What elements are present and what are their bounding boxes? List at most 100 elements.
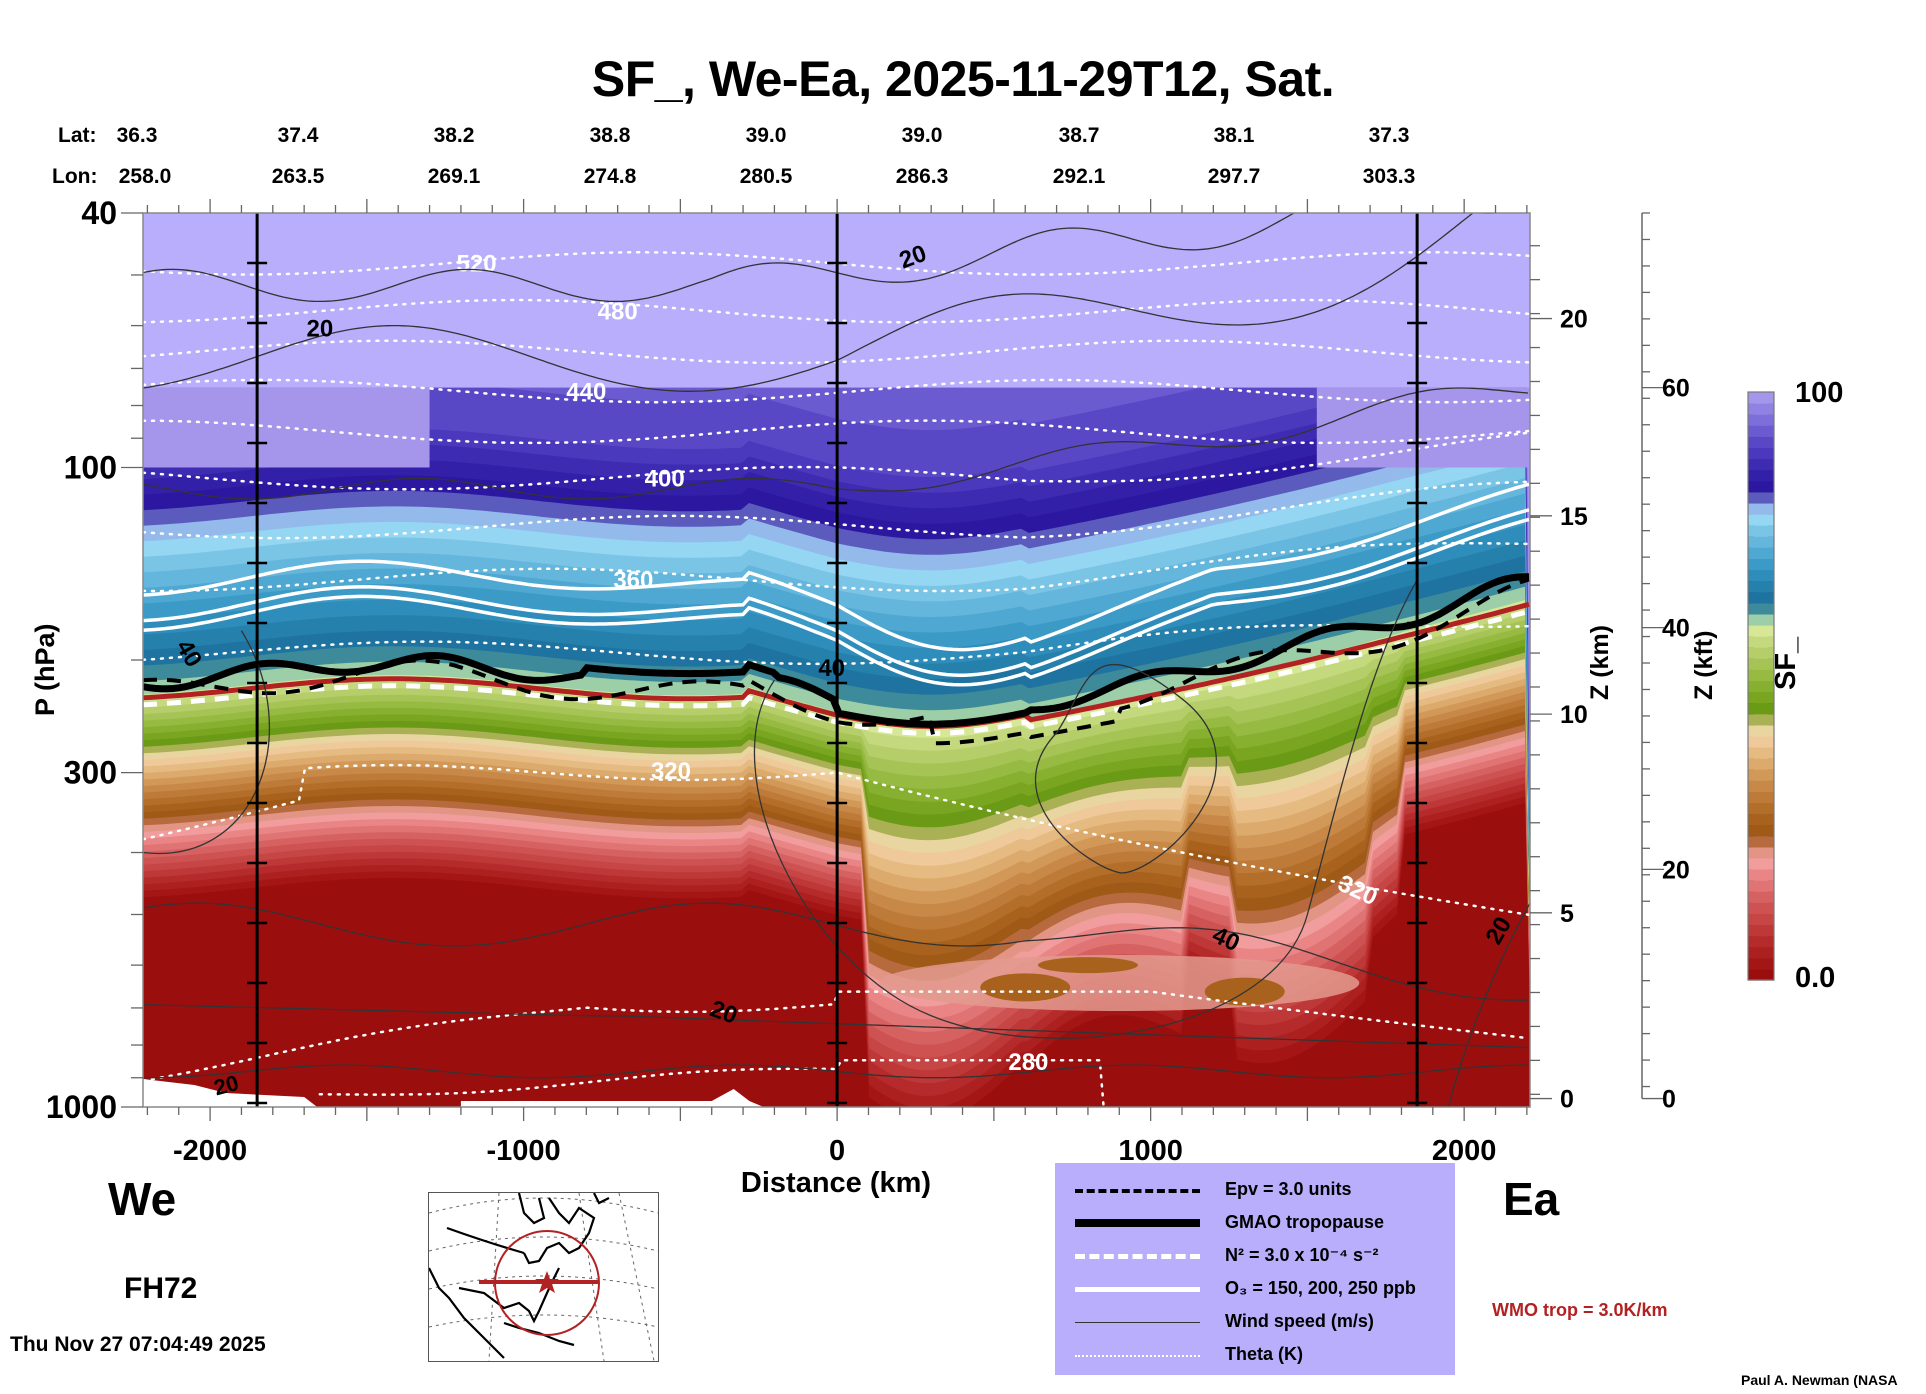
x-tick-label: -2000 bbox=[173, 1135, 247, 1167]
colorbar-swatch bbox=[1748, 902, 1774, 915]
theta-label: 520 bbox=[457, 251, 497, 278]
credit-label: Paul A. Newman (NASA bbox=[1741, 1372, 1898, 1388]
colorbar-swatch bbox=[1748, 924, 1774, 937]
lon-value: 292.1 bbox=[1052, 165, 1106, 188]
north-america-map-icon bbox=[429, 1193, 658, 1361]
colorbar-swatch bbox=[1748, 392, 1774, 404]
legend-label: GMAO tropopause bbox=[1225, 1212, 1385, 1232]
wind-speed-contour bbox=[143, 213, 1474, 392]
colorbar-swatch bbox=[1748, 846, 1774, 859]
colorbar-swatch bbox=[1748, 835, 1774, 848]
colorbar-swatch bbox=[1748, 602, 1774, 615]
theta-label: 400 bbox=[645, 465, 685, 492]
colorbar-swatch bbox=[1748, 946, 1774, 959]
ground-mask bbox=[460, 1089, 764, 1107]
x-tick-label: 2000 bbox=[1432, 1135, 1497, 1167]
x-axis-label: Distance (km) bbox=[740, 1167, 932, 1199]
colorbar-max-label: 100 bbox=[1795, 377, 1844, 409]
legend-item: GMAO tropopause bbox=[1055, 1208, 1455, 1238]
colorbar-swatch bbox=[1748, 502, 1774, 515]
wind-speed-contour bbox=[143, 902, 1529, 1001]
colorbar-swatch bbox=[1748, 747, 1774, 759]
ground-mask bbox=[143, 1079, 318, 1107]
colorbar-swatch bbox=[1748, 691, 1774, 704]
wind-speed-contour bbox=[143, 1003, 1529, 1049]
colorbar-swatch bbox=[1748, 536, 1774, 548]
z-kft-tick-label: 0 bbox=[1662, 1086, 1676, 1114]
legend-item: Theta (K) bbox=[1055, 1340, 1455, 1370]
legend-label: Epv = 3.0 units bbox=[1225, 1179, 1352, 1199]
wind-speed-contour bbox=[1034, 664, 1217, 874]
colorbar-swatch bbox=[1748, 891, 1774, 903]
colorbar-swatch bbox=[1748, 935, 1774, 948]
lat-value: 37.4 bbox=[277, 124, 319, 147]
legend-swatch bbox=[1075, 1189, 1200, 1193]
z-kft-tick-label: 60 bbox=[1662, 375, 1690, 403]
colorbar-swatch bbox=[1748, 458, 1774, 471]
colorbar-min-label: 0.0 bbox=[1795, 962, 1836, 994]
colorbar-swatch bbox=[1748, 469, 1774, 482]
lon-value: 280.5 bbox=[739, 165, 793, 188]
theta-label: 320 bbox=[651, 758, 691, 785]
legend-swatch bbox=[1075, 1254, 1200, 1259]
colorbar-swatch bbox=[1748, 647, 1774, 659]
wind-speed-label: 20 bbox=[306, 315, 333, 342]
z-km-tick-label: 15 bbox=[1560, 503, 1588, 531]
legend-item: Epv = 3.0 units bbox=[1055, 1175, 1455, 1205]
colorbar-swatch bbox=[1748, 758, 1774, 770]
legend-swatch bbox=[1075, 1322, 1200, 1323]
lat-value: 38.8 bbox=[589, 124, 631, 147]
colorbar-swatch bbox=[1748, 791, 1774, 804]
lat-value: 39.0 bbox=[901, 124, 943, 147]
east-direction-label: Ea bbox=[1503, 1173, 1560, 1225]
sf-band-upper bbox=[1316, 387, 1530, 468]
colorbar-swatch bbox=[1748, 580, 1774, 593]
colorbar-swatch bbox=[1748, 591, 1774, 604]
colorbar-swatch bbox=[1748, 525, 1774, 537]
colorbar-swatch bbox=[1748, 669, 1774, 682]
z-km-tick-label: 20 bbox=[1560, 306, 1588, 334]
colorbar-swatch bbox=[1748, 425, 1774, 437]
chart-title: SF_, We-Ea, 2025-11-29T12, Sat. bbox=[591, 51, 1335, 107]
lon-value: 274.8 bbox=[583, 165, 637, 188]
legend-label: O₃ = 150, 200, 250 ppb bbox=[1225, 1278, 1416, 1298]
lat-value: 38.1 bbox=[1213, 124, 1255, 147]
z-kft-axis-label: Z (kft) bbox=[1690, 630, 1718, 700]
colorbar-swatch bbox=[1748, 403, 1774, 415]
lon-value: 297.7 bbox=[1207, 165, 1261, 188]
z-km-tick-label: 5 bbox=[1560, 900, 1574, 928]
legend-label: N² = 3.0 x 10⁻⁴ s⁻² bbox=[1225, 1245, 1379, 1265]
colorbar-swatch bbox=[1748, 713, 1774, 726]
wind-speed-contour bbox=[143, 1064, 1528, 1079]
lon-value: 286.3 bbox=[895, 165, 949, 188]
colorbar-swatch bbox=[1748, 880, 1774, 892]
colorbar-swatch bbox=[1748, 802, 1774, 815]
colorbar-label: SF_ bbox=[1770, 636, 1802, 690]
timestamp: Thu Nov 27 07:04:49 2025 bbox=[10, 1333, 266, 1356]
wind-speed-contour bbox=[143, 387, 1529, 500]
legend-label: Wind speed (m/s) bbox=[1225, 1311, 1374, 1331]
wind-speed-label: 40 bbox=[818, 655, 845, 682]
colorbar-swatch bbox=[1748, 813, 1774, 826]
y-tick-label: 40 bbox=[81, 195, 117, 231]
sf-anomaly bbox=[980, 973, 1071, 1002]
wind-speed-contour bbox=[143, 213, 1501, 303]
lon-value: 303.3 bbox=[1362, 165, 1416, 188]
z-km-axis-label: Z (km) bbox=[1586, 625, 1614, 700]
colorbar-swatch bbox=[1748, 624, 1774, 637]
x-tick-label: 1000 bbox=[1118, 1135, 1183, 1167]
lon-value: 269.1 bbox=[427, 165, 481, 188]
legend-swatch bbox=[1075, 1287, 1200, 1292]
forecast-hour-label: FH72 bbox=[124, 1272, 198, 1305]
lat-value: 38.7 bbox=[1058, 124, 1100, 147]
z-kft-tick-label: 40 bbox=[1662, 615, 1690, 643]
colorbar-frame bbox=[1747, 391, 1775, 981]
legend-swatch bbox=[1075, 1219, 1200, 1227]
colorbar-swatch bbox=[1748, 702, 1774, 715]
colorbar-swatch bbox=[1748, 857, 1774, 870]
colorbar-swatch bbox=[1748, 957, 1774, 970]
wmo-tropopause-note: WMO trop = 3.0K/km bbox=[1492, 1300, 1668, 1320]
colorbar-swatch bbox=[1748, 824, 1774, 837]
wind-speed-contour bbox=[1447, 902, 1530, 1107]
colorbar-swatch bbox=[1748, 491, 1774, 504]
